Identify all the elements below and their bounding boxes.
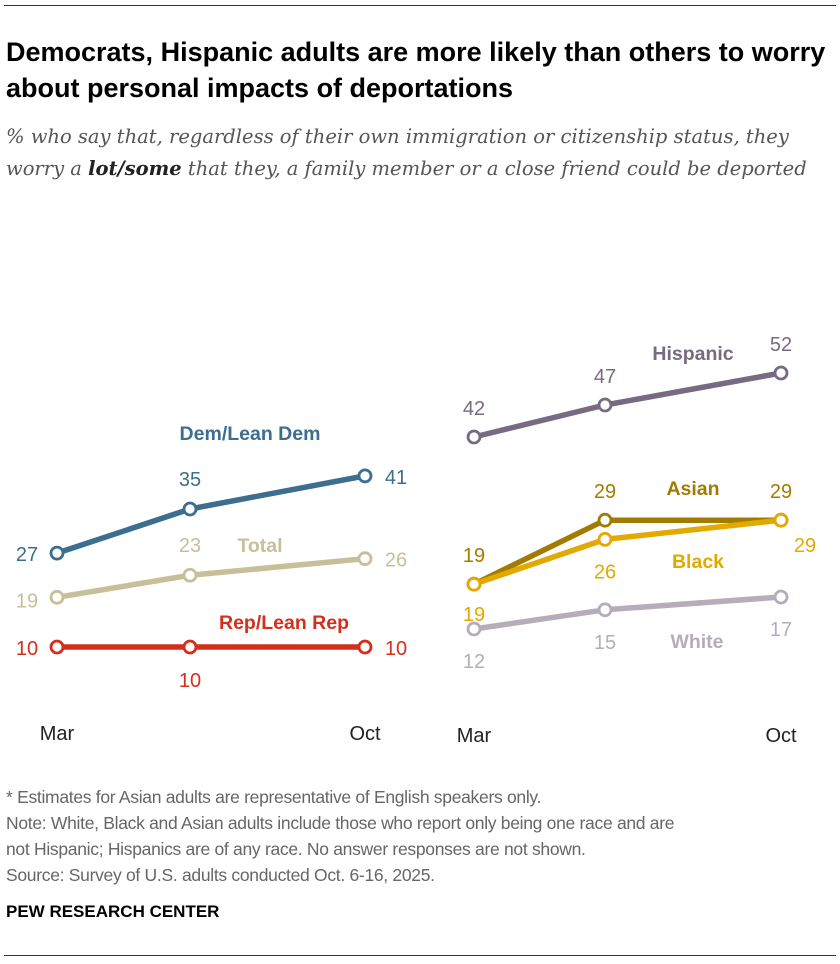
pew-logo-text: PEW RESEARCH CENTER [6,902,220,921]
chart-panel-2: Mar Oct 42 47 52 Hispanic 19 29 29 Asian 19 26 29 Bla… [457,334,816,747]
x-tick-label: Mar [40,723,75,745]
data-label-hispanic: 42 [463,398,485,420]
series-label-asian: Asian [666,478,719,500]
series-line-total [56,555,366,601]
series-label-rep-lean-rep: Rep/Lean Rep [219,612,349,634]
footnote-source: Source: Survey of U.S. adults conducted … [6,865,435,885]
series-label-dem-lean-dem: Dem/Lean Dem [180,423,321,445]
series-label-white: White [670,631,723,653]
subtitle-text: % who say that, regardless of their own … [6,125,789,180]
data-point-white [466,621,482,637]
data-point-hispanic [773,365,789,381]
series-line-asian [472,517,781,587]
series-line-hispanic [473,370,782,440]
data-label-dem-lean-dem: 27 [16,544,38,566]
data-label-total: 19 [16,590,38,612]
series-label-hispanic: Hispanic [652,343,733,365]
data-label-asian: 19 [463,545,485,567]
data-label-hispanic: 47 [594,366,616,388]
data-point-dem-lean-dem [49,545,65,561]
data-point-dem-lean-dem [182,501,198,517]
data-point-white [773,589,789,605]
data-label-total: 26 [385,550,407,572]
data-point-hispanic [597,397,613,413]
data-label-black: 19 [463,604,485,626]
data-point-black [597,532,613,547]
data-point-total [49,589,65,605]
footnote-asterisk: * Estimates for Asian adults are represe… [6,787,542,807]
series-line-dem-lean-dem [56,473,366,556]
data-label-white: 15 [594,632,616,654]
data-point-total [357,551,373,567]
data-point-asian [597,512,613,528]
data-point-black [466,576,482,592]
data-point-dem-lean-dem [357,468,373,484]
chart-subtitle: % who say that, regardless of their own … [6,121,836,185]
subtitle-text-end: that they, a family member or a close fr… [181,157,807,180]
data-label-white: 12 [463,651,485,673]
footnote-note-2: not Hispanic; Hispanics are of any race.… [6,839,586,859]
series-label-total: Total [237,535,282,557]
data-label-hispanic: 52 [770,334,792,356]
data-point-white [597,602,613,618]
top-rule [4,5,836,6]
data-label-dem-lean-dem: 41 [385,467,407,489]
footnote-note-1: Note: White, Black and Asian adults incl… [6,813,675,833]
x-tick-label: Oct [349,723,381,745]
series-label-black: Black [672,551,724,573]
data-label-asian: 29 [770,481,792,503]
data-label-rep-lean-rep: 10 [179,670,201,692]
data-label-rep-lean-rep: 10 [16,638,38,660]
chart-title: Democrats, Hispanic adults are more like… [6,37,826,103]
data-point-hispanic [466,429,482,445]
x-tick-label: Mar [457,725,492,747]
data-label-black: 26 [594,561,616,583]
data-point-black [773,512,789,528]
data-label-dem-lean-dem: 35 [179,469,201,491]
subtitle-emphasis: lot/some [88,157,182,180]
data-label-asian: 29 [594,481,616,503]
data-point-rep-lean-rep [182,639,198,655]
data-point-rep-lean-rep [49,639,65,655]
data-label-rep-lean-rep: 10 [385,638,407,660]
series-line-white [473,594,782,632]
data-label-black: 29 [794,535,816,557]
x-tick-label: Oct [765,725,797,747]
data-label-total: 23 [179,535,201,557]
bottom-rule [4,955,836,956]
data-point-rep-lean-rep [357,639,373,655]
chart-panel-1: Mar Oct 27 35 41 Dem/Lean Dem 19 23 26 Total 10 10 1… [16,423,407,745]
data-label-white: 17 [770,619,792,641]
data-point-total [182,567,198,583]
series-line-black [473,517,782,587]
